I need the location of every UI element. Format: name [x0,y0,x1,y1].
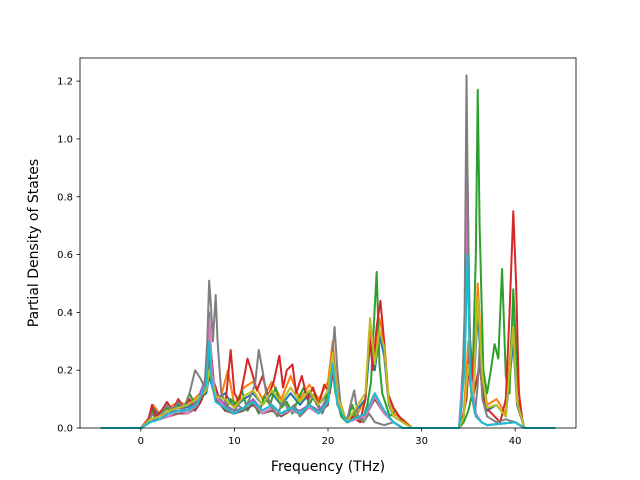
x-tick-label: 10 [228,436,241,447]
series-line-9 [100,296,556,429]
plot-area [79,57,577,429]
x-tick-label: 0 [138,436,144,447]
y-axis-ticks: 0.0 0.2 0.4 0.6 0.8 1.0 1.2 [57,77,80,435]
y-tick-label: 0.8 [57,192,73,203]
y-tick-label: 1.2 [57,77,73,88]
x-tick-label: 20 [322,436,335,447]
y-tick-label: 0.6 [57,250,73,261]
y-tick-label: 0.4 [57,308,73,319]
x-tick-label: 30 [415,436,428,447]
series-line-8 [100,74,556,429]
series-line-10 [100,253,556,429]
x-tick-label: 40 [509,436,522,447]
series-layer [100,74,556,429]
x-axis-label: Frequency (THz) [271,459,385,475]
y-tick-label: 0.2 [57,366,73,377]
axes-background [80,58,576,428]
x-axis-ticks: 0 10 20 30 40 [138,428,522,447]
y-tick-label: 0.0 [57,424,73,435]
y-tick-label: 1.0 [57,134,73,145]
y-axis-label: Partial Density of States [26,159,42,327]
